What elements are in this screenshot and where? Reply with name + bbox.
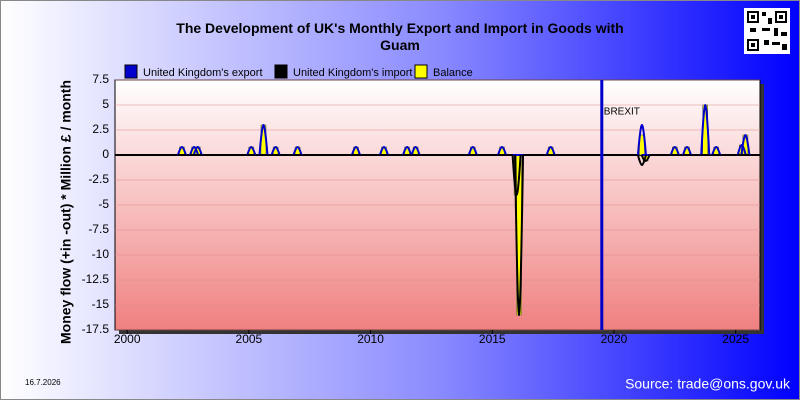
legend-swatch <box>124 64 138 79</box>
export-spike <box>740 133 751 156</box>
brexit-label: BREXIT <box>604 107 640 118</box>
export-spike <box>270 145 281 156</box>
export-spike <box>636 123 647 156</box>
export-spike <box>402 145 413 156</box>
export-spike <box>682 145 692 156</box>
x-tick-label: 2015 <box>479 332 506 346</box>
y-tick-label: 5 <box>102 97 109 111</box>
x-tick-label: 2000 <box>114 332 141 346</box>
legend-label: Balance <box>433 67 473 79</box>
export-spike <box>189 145 200 156</box>
export-spike <box>410 145 421 156</box>
y-tick-label: 2.5 <box>92 122 109 136</box>
y-tick-label: -5 <box>98 197 109 211</box>
export-spike <box>669 145 680 156</box>
export-spike <box>292 145 303 156</box>
y-axis-label: Money flow (+in -out) * Million £ / mont… <box>58 80 74 344</box>
legend-swatch <box>274 64 288 79</box>
export-spike <box>711 145 722 156</box>
y-tick-label: -2.5 <box>88 172 109 186</box>
date: 16.7.2026 <box>25 378 61 387</box>
export-spike <box>545 145 556 156</box>
export-spike <box>736 143 747 156</box>
import-spike <box>514 154 525 317</box>
import-spike <box>640 154 651 163</box>
y-tick-label: -10 <box>92 247 110 261</box>
y-tick-label: -7.5 <box>88 222 109 236</box>
x-tick-label: 2005 <box>236 332 263 346</box>
chart-title: The Development of UK's Monthly Export a… <box>176 20 624 53</box>
legend-label: United Kingdom's export <box>143 67 263 79</box>
y-tick-label: -12.5 <box>82 272 110 286</box>
source: Source: trade@ons.gov.uk <box>625 376 791 392</box>
export-spike <box>700 103 711 156</box>
y-tick-label: -17.5 <box>82 322 110 336</box>
qr-code <box>744 8 790 54</box>
x-tick-label: 2025 <box>722 332 749 346</box>
legend-label: United Kingdom's import <box>293 67 413 79</box>
x-tick-label: 2010 <box>357 332 384 346</box>
y-tick-label: -15 <box>92 297 110 311</box>
y-tick-label: 0 <box>102 147 109 161</box>
export-spike <box>192 145 203 156</box>
y-tick-label: 7.5 <box>92 72 109 86</box>
export-spike <box>351 145 361 156</box>
x-tick-label: 2020 <box>601 332 628 346</box>
export-spike <box>378 145 389 156</box>
export-spike <box>497 145 507 156</box>
export-spike <box>246 145 257 156</box>
export-spike <box>258 123 269 156</box>
export-spike <box>176 145 187 156</box>
export-spike <box>467 145 478 156</box>
legend-swatch <box>414 64 428 79</box>
